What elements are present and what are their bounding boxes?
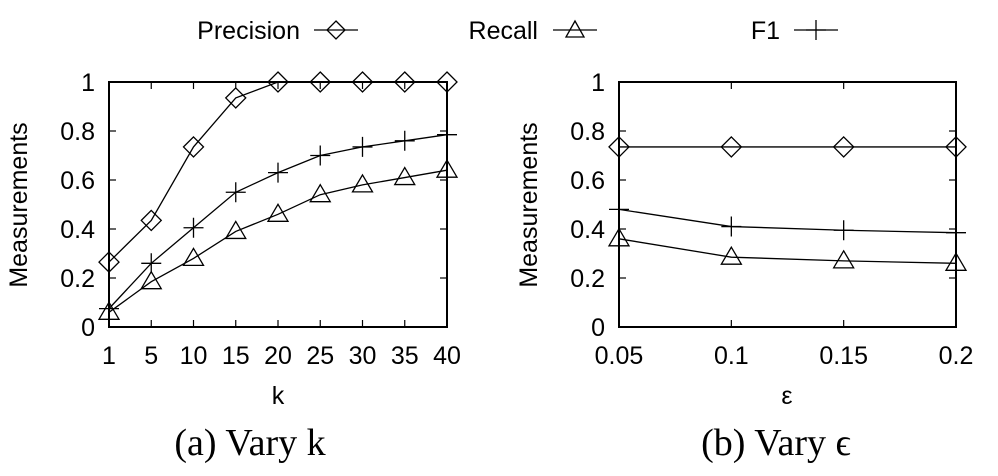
plus-icon — [806, 20, 826, 40]
y-tick-label: 1 — [591, 69, 605, 97]
legend-entry-f1: F1 — [751, 17, 838, 45]
data-point-f1 — [310, 145, 331, 166]
y-tick-label: 0.6 — [570, 167, 605, 195]
x-tick-label: 0.05 — [595, 342, 644, 370]
legend-label-precision: Precision — [197, 17, 300, 45]
data-point-precision — [393, 71, 416, 93]
plot-frame — [108, 81, 448, 328]
data-point-f1 — [721, 216, 742, 237]
series-recall — [97, 158, 459, 320]
data-point-f1 — [268, 162, 288, 183]
data-point-precision — [309, 71, 332, 93]
y-tick-label: 0.6 — [60, 167, 95, 195]
series-line-recall — [108, 169, 448, 313]
legend-label-f1: F1 — [751, 17, 780, 45]
diamond-icon — [326, 20, 346, 40]
x-tick-label: 10 — [180, 342, 208, 370]
chart-vary-k: Measurements 00.20.40.60.81 1 5 10 15 20 25 30… — [5, 69, 461, 464]
data-point-precision — [351, 71, 374, 93]
data-point-recall — [224, 220, 247, 240]
x-tick-label: 40 — [433, 342, 461, 370]
data-point-precision — [224, 87, 247, 109]
data-point-f1 — [225, 182, 246, 203]
series-line-recall — [618, 238, 957, 264]
data-point-recall — [140, 270, 163, 290]
data-point-precision — [267, 71, 289, 93]
x-tick-label: 0.2 — [939, 342, 974, 370]
data-point-recall — [309, 183, 332, 203]
data-point-precision — [720, 136, 743, 158]
data-point-f1 — [833, 220, 854, 241]
data-point-f1 — [394, 130, 415, 151]
data-point-f1 — [352, 136, 373, 157]
x-tick-label: 30 — [349, 342, 377, 370]
data-point-recall — [720, 245, 743, 265]
legend-entry-precision: Precision — [197, 17, 358, 45]
x-ticks: 1 5 10 15 20 25 30 35 40 — [102, 82, 461, 370]
series-precision — [608, 136, 967, 158]
series-line-f1 — [618, 208, 957, 234]
chart-vary-epsilon: Measurements 00.20.40.60.81 0.05 0.1 0.15 0… — [515, 69, 973, 464]
x-tick-label: 0.15 — [819, 342, 868, 370]
x-tick-label: 5 — [144, 342, 158, 370]
data-point-recall — [832, 249, 855, 269]
y-tick-label: 0.8 — [60, 118, 95, 146]
caption-b: (b) Vary ϵ — [701, 422, 851, 464]
data-point-recall — [182, 247, 205, 267]
x-tick-label: 35 — [391, 342, 419, 370]
x-axis-title: ε — [781, 382, 792, 410]
y-ticks: 0 0.2 0.4 0.6 0.8 1 — [60, 69, 447, 342]
y-axis-title: Measurements — [5, 122, 33, 287]
legend: Precision Recall F1 — [197, 17, 838, 45]
x-tick-label: 20 — [264, 342, 292, 370]
data-point-precision — [140, 209, 163, 232]
series-group — [607, 136, 968, 271]
y-tick-label: 0.4 — [60, 216, 95, 244]
x-ticks: 0.05 0.1 0.15 0.2 — [595, 82, 974, 370]
data-point-recall — [266, 203, 290, 222]
caption-a: (a) Vary k — [174, 422, 325, 464]
x-tick-label: 1 — [102, 342, 116, 370]
y-tick-label: 0.4 — [570, 216, 605, 244]
data-point-precision — [182, 136, 205, 158]
y-tick-label: 1 — [81, 69, 95, 97]
x-axis-title: k — [272, 382, 285, 410]
series-group — [97, 71, 459, 320]
plot-frame — [618, 81, 957, 328]
data-point-f1 — [183, 217, 204, 238]
x-tick-label: 0.1 — [714, 342, 749, 370]
triangle-icon — [564, 19, 586, 38]
y-axis-title: Measurements — [515, 122, 543, 287]
data-point-recall — [393, 166, 416, 186]
y-tick-label: 0 — [81, 314, 95, 342]
series-recall — [607, 227, 968, 271]
legend-entry-recall: Recall — [469, 17, 597, 45]
data-point-recall — [351, 173, 374, 193]
series-f1 — [609, 199, 966, 243]
y-tick-label: 0 — [591, 314, 605, 342]
y-ticks: 0 0.2 0.4 0.6 0.8 1 — [570, 69, 956, 342]
data-point-f1 — [141, 253, 162, 274]
x-tick-label: 15 — [222, 342, 250, 370]
data-point-precision — [832, 136, 855, 158]
y-tick-label: 0.2 — [60, 265, 95, 293]
x-tick-label: 25 — [306, 342, 334, 370]
y-tick-label: 0.8 — [570, 118, 605, 146]
y-tick-label: 0.2 — [570, 265, 605, 293]
legend-label-recall: Recall — [469, 17, 538, 45]
